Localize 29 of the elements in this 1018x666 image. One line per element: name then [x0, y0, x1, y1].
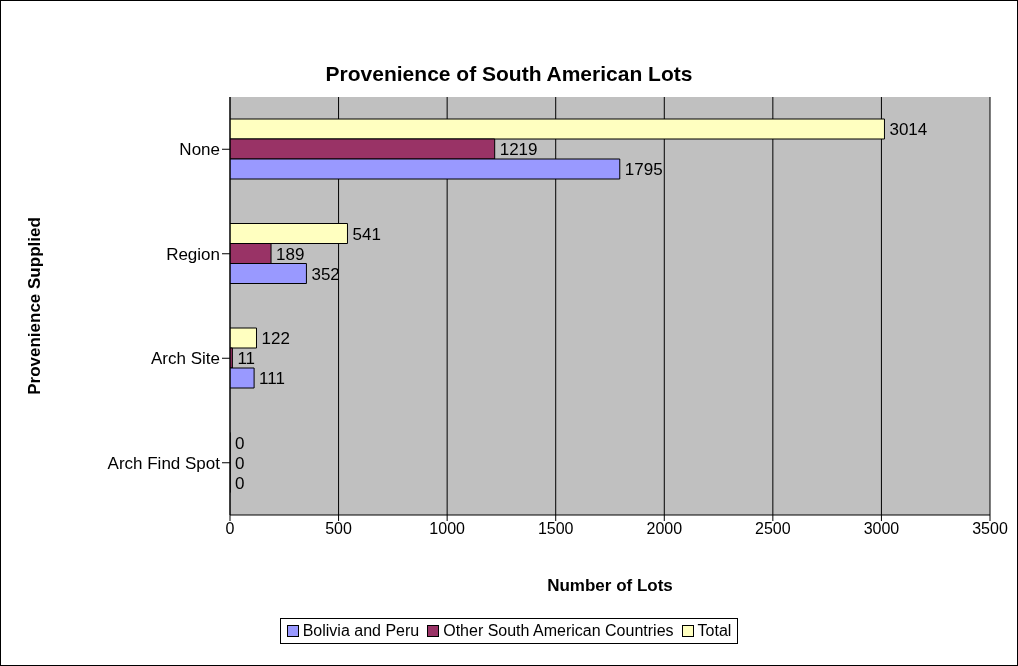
x-tick-label: 500: [325, 520, 353, 538]
legend-label: Bolivia and Peru: [301, 622, 420, 640]
legend-label: Other South American Countries: [442, 622, 674, 640]
x-tick-label: 1000: [429, 520, 466, 538]
y-tick-label: Arch Site: [151, 349, 220, 369]
x-tick-label: 2500: [755, 520, 791, 538]
x-tick-label: 0: [225, 520, 235, 538]
x-tick-label: 3500: [972, 520, 1008, 538]
data-label: 122: [261, 329, 290, 349]
data-label: 0: [235, 433, 245, 453]
x-tick-label: 1500: [537, 520, 574, 538]
y-tick-label: Region: [166, 244, 220, 264]
data-label: 1795: [624, 160, 663, 180]
y-tick-label: Arch Find Spot: [107, 453, 221, 473]
x-axis-title: Number of Lots: [546, 576, 674, 596]
chart-title: Provenience of South American Lots: [324, 62, 694, 86]
data-label: 3014: [889, 120, 928, 140]
data-label: 0: [235, 473, 245, 493]
x-tick-label: 3000: [863, 520, 900, 538]
y-tick-label: None: [179, 140, 220, 160]
data-label: 541: [352, 224, 381, 244]
x-tick-label: 2000: [646, 520, 683, 538]
data-label: 111: [259, 369, 285, 389]
data-label: 1219: [499, 140, 538, 160]
data-label: 11: [237, 349, 256, 369]
y-axis-title: Provenience Supplied: [25, 217, 45, 395]
legend-label: Total: [696, 622, 732, 640]
data-label: 0: [235, 453, 245, 473]
data-label: 189: [276, 244, 305, 264]
